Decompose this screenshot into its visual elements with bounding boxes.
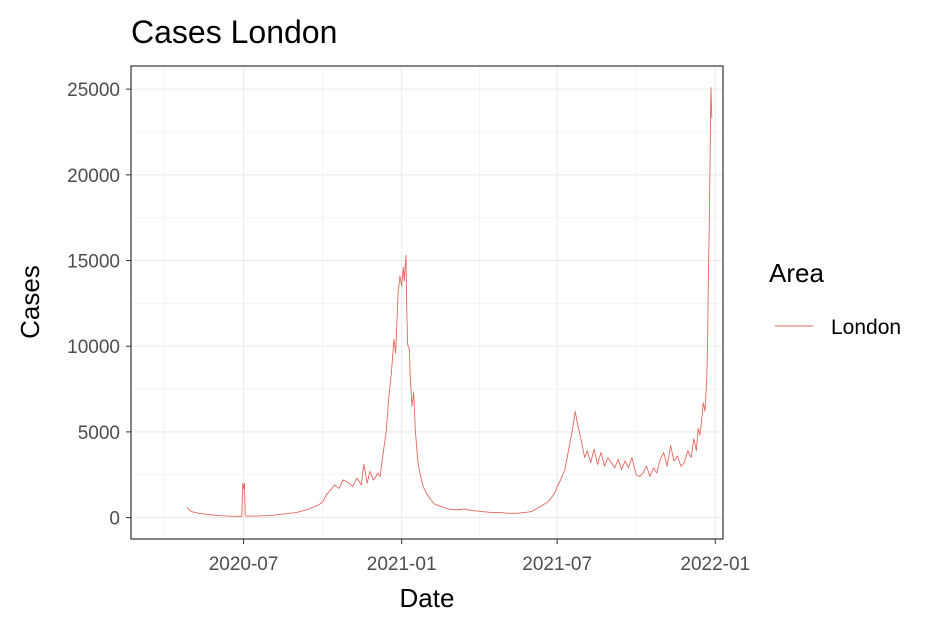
x-tick-label: 2022-01 (680, 554, 750, 575)
x-tick-label: 2020-07 (209, 554, 279, 575)
plot-panel (131, 66, 723, 539)
series-line-london (186, 86, 713, 517)
y-tick-label: 20000 (67, 166, 120, 187)
plot-border (130, 65, 724, 540)
y-tick-label: 0 (109, 509, 120, 530)
legend-label-london: London (831, 316, 901, 339)
y-axis: 0 5000 10000 15000 20000 25000 (67, 80, 131, 530)
chart-title: Cases London (131, 14, 337, 50)
y-tick-label: 5000 (78, 423, 120, 444)
y-tick-label: 25000 (67, 80, 120, 101)
legend-title: Area (769, 258, 824, 288)
series-layer (186, 86, 713, 517)
y-tick-label: 15000 (67, 252, 120, 273)
x-tick-label: 2021-07 (522, 554, 592, 575)
legend: Area London (769, 258, 901, 339)
x-tick-label: 2021-01 (367, 554, 437, 575)
x-axis: 2020-07 2021-01 2021-07 2022-01 (209, 539, 750, 575)
y-tick-label: 10000 (67, 337, 120, 358)
y-axis-title: Cases (15, 265, 45, 339)
grid-minor (131, 66, 723, 539)
x-axis-title: Date (400, 583, 455, 613)
grid-major (131, 66, 723, 539)
